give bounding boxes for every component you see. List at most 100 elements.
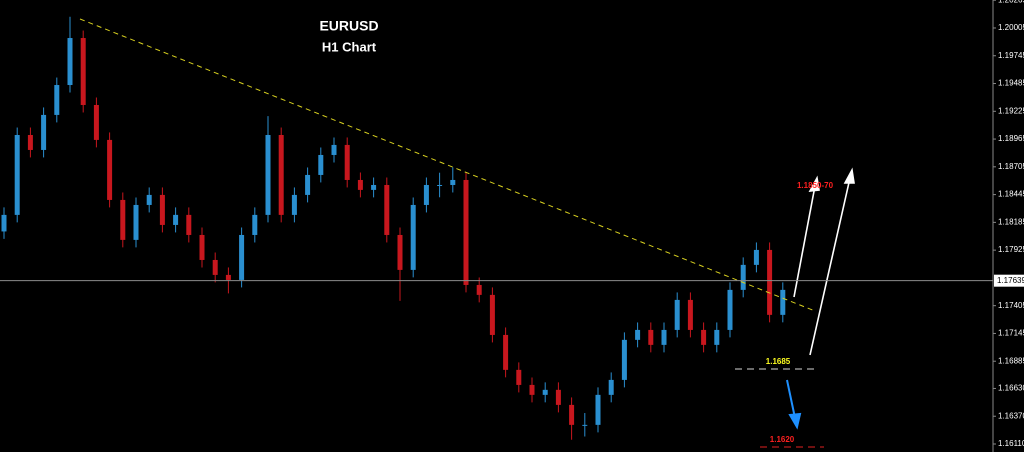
candle-body [14,135,20,215]
y-tick-label: 1.20005 [998,23,1024,32]
candle-body [648,329,654,345]
candle [186,207,192,243]
candle [661,322,667,353]
candle-body [529,384,535,395]
candle-body [291,194,297,215]
y-tick-label: 1.19485 [998,79,1024,88]
candle-body [278,135,284,215]
candle [133,197,139,248]
arrow-down-group [786,379,802,430]
candle-body [107,139,113,200]
candle [331,137,337,163]
candle-body [344,144,350,180]
candle [569,397,575,440]
candle [753,242,759,273]
candle-body [714,329,720,345]
chart-title: EURUSD [319,18,378,34]
candle [621,332,627,388]
candle [767,242,773,323]
candle-body [146,194,152,205]
candle [727,282,733,338]
candle-body [27,135,33,150]
candle-body [661,329,667,345]
arrow-head [788,412,802,430]
candle-body [687,299,693,330]
y-tick-label: 1.20265 [998,0,1024,4]
candle [450,167,456,193]
candle [344,137,350,188]
candle-body [93,104,99,140]
candle [555,382,561,413]
candle [265,116,271,223]
candle [476,277,482,303]
candle-body [239,234,245,280]
candle-body [740,264,746,290]
candle [252,207,258,243]
arrows-up [793,167,855,356]
candle-body [516,369,522,385]
candle [305,167,311,203]
candle [542,382,548,403]
candle [608,372,614,403]
candle [239,227,245,288]
candle-body [463,179,469,285]
trend-line [79,18,816,312]
candle-body [80,38,86,105]
candle-body [608,379,614,395]
candle [648,322,654,353]
candle-body [199,234,205,260]
candle-body [727,289,733,330]
y-tick-label: 1.17925 [998,245,1024,254]
candle [54,77,60,123]
y-tick-label: 1.18445 [998,190,1024,199]
candle-body [450,179,456,185]
candle [714,322,720,353]
candle-body [384,184,390,235]
candle [318,147,324,183]
y-tick-label: 1.16630 [998,384,1024,393]
plot-area [1,16,786,440]
candle-body [318,154,324,175]
y-tick-label: 1.16370 [998,411,1024,420]
candle [107,132,113,208]
candle [41,107,47,158]
candle-body [555,389,561,405]
current-price-label: 1.17639 [997,276,1024,285]
y-tick-label: 1.16885 [998,356,1024,365]
candle-body [159,194,165,225]
candle [503,327,509,378]
candle [146,187,152,213]
candle-body [595,394,601,425]
candle-body [489,294,495,335]
arrow-head [843,167,855,184]
candle [278,127,284,223]
candle-body [780,289,786,315]
candle [67,16,73,93]
y-tick-label: 1.17145 [998,329,1024,338]
candle-body [674,299,680,330]
candle [529,377,535,403]
candle-body [252,214,258,235]
candle [701,322,707,353]
candle-body [410,204,416,270]
candle [291,187,297,223]
candle [423,177,429,213]
candle [489,287,495,343]
arrow-up [809,177,851,356]
candle-body [476,284,482,295]
candle-body [41,114,47,150]
candle [463,172,469,293]
candle [93,97,99,148]
annotation: 1.1685 [766,357,791,366]
candle-body [767,249,773,315]
candle-body [423,184,429,205]
annotation: 1.1620 [770,435,795,444]
candle-body [542,389,548,395]
candle [595,387,601,433]
candle-body [582,424,588,426]
arrow-down [786,379,796,419]
candle [14,127,20,223]
arrow-up [793,185,816,298]
candle-body [305,174,311,195]
candle-body [357,179,363,190]
